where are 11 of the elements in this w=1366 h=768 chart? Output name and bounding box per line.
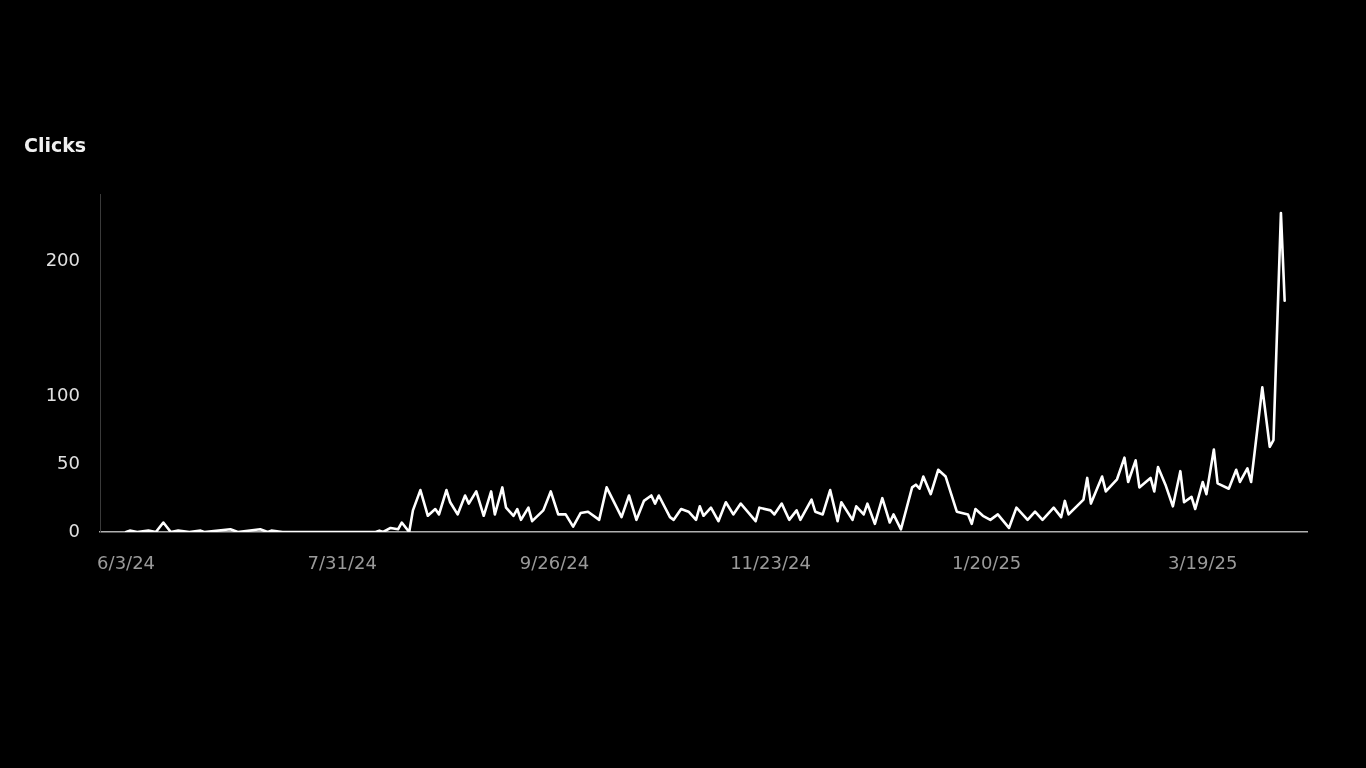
x-tick-label: 7/31/24 xyxy=(307,552,377,574)
y-tick-label: 0 xyxy=(68,519,80,541)
x-tick-label: 9/26/24 xyxy=(519,552,590,574)
y-tick-label: 200 xyxy=(45,249,80,271)
x-tick-label: 11/23/24 xyxy=(730,552,811,574)
y-tick-label: 100 xyxy=(45,384,80,406)
x-tick-label: 3/19/25 xyxy=(1168,552,1238,574)
x-tick-label: 6/3/24 xyxy=(97,552,156,574)
x-tick-label: 1/20/25 xyxy=(951,552,1022,574)
y-tick-label: 50 xyxy=(57,452,80,474)
y-axis-title: Clicks xyxy=(24,134,87,156)
